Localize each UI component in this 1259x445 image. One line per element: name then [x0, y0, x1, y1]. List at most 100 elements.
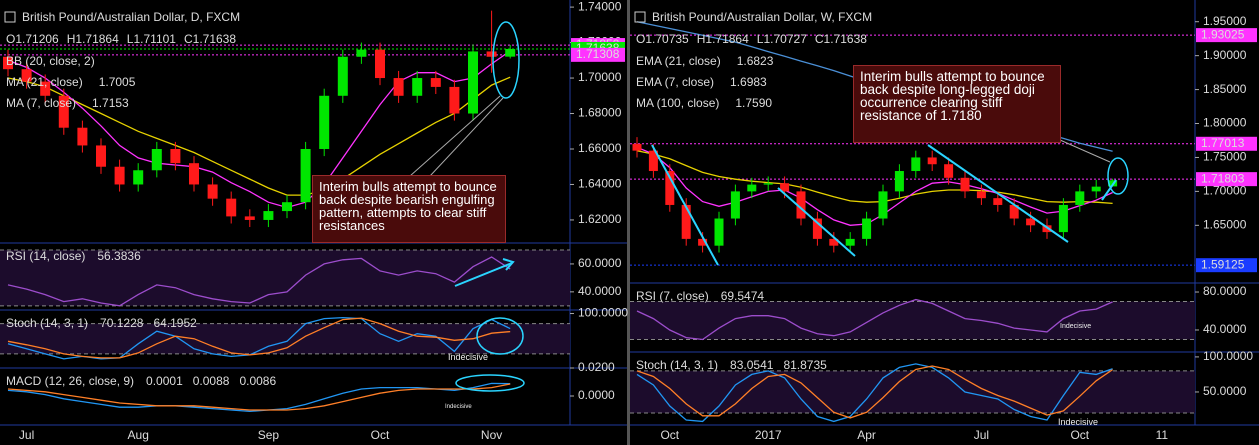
panel-label: Stoch (14, 3, 1) — [6, 316, 88, 330]
ohlc-label: O — [6, 32, 15, 46]
legend-readout: 1.6823 — [737, 54, 774, 68]
candle-body — [133, 170, 144, 185]
readout: 0.0086 — [239, 374, 276, 388]
candle-body — [796, 191, 806, 219]
candle-body — [505, 48, 516, 57]
candle-body — [356, 49, 367, 57]
readout: 70.1228 — [100, 316, 144, 330]
candle-body — [3, 56, 13, 70]
arrow — [454, 262, 513, 287]
line — [7, 317, 511, 359]
candle-body — [911, 157, 921, 172]
line — [7, 76, 511, 196]
candle-body — [337, 56, 348, 96]
chart-title: British Pound/Australian Dollar, D, FXCM — [22, 10, 240, 24]
x-tick-label: Oct — [1070, 428, 1089, 442]
x-tick-label: Jul — [19, 428, 34, 442]
annotation: Indecisive — [1058, 417, 1099, 427]
callout-lines — [409, 95, 1111, 177]
candle-body — [648, 150, 658, 172]
candle-body — [1058, 204, 1068, 233]
candle-body — [21, 69, 32, 82]
callout-line — [1059, 139, 1111, 163]
ohlc-value: 1.71101 — [133, 32, 176, 46]
ohlc-value: 1.70735 — [645, 32, 689, 46]
price-label-box — [1196, 258, 1257, 273]
ohlc-value: 1.71864 — [75, 32, 119, 46]
candle-body — [114, 166, 125, 185]
annotation: Indecisive — [448, 352, 489, 362]
ohlc-value: 1.70727 — [763, 32, 807, 46]
y-tick-label: 0.0200 — [578, 360, 615, 374]
y-tick-label: 1.68000 — [578, 106, 622, 120]
candle-body — [665, 171, 675, 205]
line — [7, 382, 511, 413]
ellipse — [476, 317, 524, 355]
ohlc-label: H — [67, 32, 76, 46]
readout: 69.5474 — [721, 289, 765, 303]
ellipse — [1107, 157, 1129, 195]
legend-label: MA (7, close) — [6, 96, 76, 110]
candle-body — [780, 183, 790, 192]
candle-body — [77, 127, 88, 146]
callout-line — [409, 95, 501, 177]
ohlc-label: L — [757, 32, 764, 46]
line — [636, 363, 1113, 423]
candle-body — [189, 163, 199, 185]
candle-body — [1091, 186, 1101, 192]
candle-body — [244, 216, 255, 220]
candle-body — [393, 78, 404, 96]
level-band — [630, 301, 1195, 340]
price-label: 1.77013 — [1201, 136, 1245, 150]
divider — [627, 0, 630, 445]
drawings — [454, 21, 1129, 392]
candle-body — [894, 171, 904, 192]
candle-body — [862, 218, 872, 239]
candle-body — [300, 148, 311, 203]
candle-body — [170, 148, 181, 164]
candle-body — [944, 164, 954, 178]
ellipse — [492, 21, 520, 99]
x-tick-label: Oct — [660, 428, 679, 442]
price-label-box — [1196, 28, 1257, 43]
ohlc-label: H — [697, 32, 706, 46]
x-tick-label: Aug — [128, 428, 149, 442]
candle-body — [207, 184, 218, 199]
line — [7, 383, 511, 411]
candle-body — [151, 148, 162, 171]
price-label-box — [1196, 136, 1257, 151]
ellipse — [455, 374, 525, 392]
x-tick-label: 11 — [1156, 428, 1169, 442]
y-tick-label: 1.62000 — [578, 212, 622, 226]
annotation: Indecisive — [1060, 323, 1092, 330]
price-label: 1.59125 — [1201, 257, 1245, 271]
candle-body — [1075, 191, 1085, 205]
panel-label: Stoch (14, 3, 1) — [636, 358, 718, 372]
candle-body — [263, 211, 274, 220]
annotation: Interim bulls attempt to bounce back des… — [312, 175, 506, 243]
annotation: Indecisive — [445, 404, 472, 410]
line — [7, 256, 511, 307]
price-label: 1.93025 — [1201, 27, 1245, 41]
candle-body — [1026, 218, 1036, 226]
candle-body — [878, 191, 888, 219]
panel-label: RSI (7, close) — [636, 289, 709, 303]
legend-readout: 1.7153 — [92, 96, 129, 110]
candle-body — [714, 218, 724, 246]
arrow-head — [502, 258, 515, 271]
candle-body — [747, 184, 757, 192]
x-tick-label: Oct — [371, 428, 390, 442]
legend-label: EMA (7, close) — [636, 75, 714, 89]
candle-body — [1042, 225, 1052, 233]
y-tick-label: 1.66000 — [578, 141, 622, 155]
ohlc-label: L — [127, 32, 134, 46]
legend-label: BB (20, close, 2) — [6, 54, 95, 68]
ohlc-label: C — [815, 32, 824, 46]
annotation: Interim bulls attempt to bounce back des… — [853, 65, 1061, 143]
readout: 0.0088 — [193, 374, 230, 388]
price-label: 1.71803 — [1201, 171, 1245, 185]
candle-body — [698, 238, 708, 246]
candle-body — [412, 78, 423, 96]
price-label: 1.71308 — [576, 47, 620, 61]
